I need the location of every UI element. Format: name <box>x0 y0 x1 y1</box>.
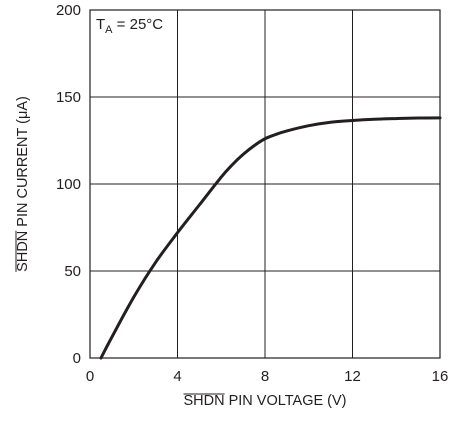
y-axis-label-group: SHDN PIN CURRENT (μA) <box>15 96 31 272</box>
x-tick-label: 16 <box>432 368 449 385</box>
y-axis-label: SHDN PIN CURRENT (μA) <box>15 96 31 272</box>
x-tick-label: 0 <box>86 368 94 385</box>
x-axis-label-overline-part: SHDN <box>183 393 224 409</box>
x-tick-label: 8 <box>261 368 269 385</box>
y-tick-label: 0 <box>73 350 81 367</box>
x-axis-label-rest: PIN VOLTAGE (V) <box>225 393 347 409</box>
x-tick-label: 4 <box>173 368 181 385</box>
y-tick-label: 200 <box>56 2 81 19</box>
series-line <box>99 116 442 360</box>
x-axis-label: SHDN PIN VOLTAGE (V) <box>183 393 346 409</box>
y-tick-label: 50 <box>64 263 81 280</box>
series-layer <box>99 116 442 360</box>
y-tick-label: 100 <box>56 176 81 193</box>
grid-layer <box>90 10 440 358</box>
annotation-main: T <box>96 16 105 33</box>
y-axis-label-rest: PIN CURRENT (μA) <box>15 96 31 231</box>
y-axis-label-overline-part: SHDN <box>15 231 31 272</box>
annotation-subscript: A <box>105 24 113 36</box>
x-tick-label: 12 <box>344 368 361 385</box>
y-tick-label: 150 <box>56 89 81 106</box>
tick-labels: 0 4 8 12 16 0 50 100 150 200 <box>56 2 448 385</box>
plot-frame <box>89 9 441 359</box>
annotation-rest: = 25°C <box>113 16 164 33</box>
temperature-annotation: TA = 25°C <box>96 16 163 36</box>
